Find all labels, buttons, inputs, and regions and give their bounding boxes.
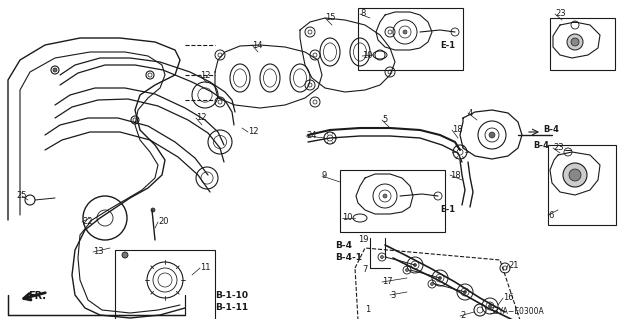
Text: 23: 23	[553, 144, 564, 152]
Text: FR.: FR.	[28, 291, 46, 301]
Circle shape	[403, 30, 407, 34]
Text: B-4: B-4	[335, 241, 352, 249]
Bar	[115, 250, 215, 319]
Text: 17: 17	[382, 278, 392, 286]
Text: 1: 1	[365, 306, 371, 315]
Text: 23: 23	[555, 10, 566, 19]
Bar	[550, 18, 615, 70]
Text: S3YA−E0300A: S3YA−E0300A	[490, 308, 545, 316]
Text: 12: 12	[196, 114, 207, 122]
Text: 16: 16	[503, 293, 514, 302]
Text: 15: 15	[325, 13, 335, 23]
Circle shape	[413, 263, 417, 266]
Circle shape	[53, 68, 57, 72]
Text: 5: 5	[382, 115, 387, 124]
Text: 25: 25	[16, 191, 26, 201]
Text: 21: 21	[508, 261, 518, 270]
Text: 3: 3	[390, 291, 396, 300]
Text: E-1: E-1	[440, 41, 455, 50]
Circle shape	[381, 256, 383, 258]
Text: 2: 2	[460, 311, 465, 319]
Text: 24: 24	[306, 131, 317, 140]
Text: 18: 18	[452, 125, 463, 135]
Text: B-4: B-4	[543, 125, 559, 135]
Circle shape	[563, 163, 587, 187]
Text: 20: 20	[158, 218, 168, 226]
Text: B-1-10: B-1-10	[215, 291, 248, 300]
Circle shape	[438, 277, 442, 279]
Text: 18: 18	[450, 170, 461, 180]
Circle shape	[383, 194, 387, 198]
Text: 14: 14	[252, 41, 262, 49]
Text: 22: 22	[82, 218, 93, 226]
Text: B-1-11: B-1-11	[215, 303, 248, 313]
Text: 10: 10	[342, 213, 353, 222]
Circle shape	[151, 208, 155, 212]
Circle shape	[122, 252, 128, 258]
Circle shape	[569, 169, 581, 181]
Text: 12: 12	[200, 70, 211, 79]
Text: 8: 8	[360, 10, 365, 19]
Circle shape	[567, 34, 583, 50]
Text: 11: 11	[200, 263, 211, 272]
Bar	[358, 8, 463, 70]
Circle shape	[488, 305, 492, 308]
Text: 13: 13	[93, 248, 104, 256]
Text: 4: 4	[468, 108, 473, 117]
Circle shape	[463, 291, 467, 293]
Text: 19: 19	[358, 235, 369, 244]
Text: B-4-1: B-4-1	[335, 254, 362, 263]
Text: 6: 6	[548, 211, 554, 219]
Text: 9: 9	[322, 172, 327, 181]
Circle shape	[431, 283, 433, 286]
Text: 7: 7	[362, 265, 367, 275]
Circle shape	[489, 132, 495, 138]
Bar	[340, 170, 445, 232]
Circle shape	[406, 269, 408, 271]
Text: B-4: B-4	[533, 140, 549, 150]
Text: 10: 10	[362, 51, 372, 61]
Bar	[548, 145, 616, 225]
Text: 12: 12	[248, 128, 259, 137]
Circle shape	[571, 38, 579, 46]
Text: E-1: E-1	[440, 205, 455, 214]
